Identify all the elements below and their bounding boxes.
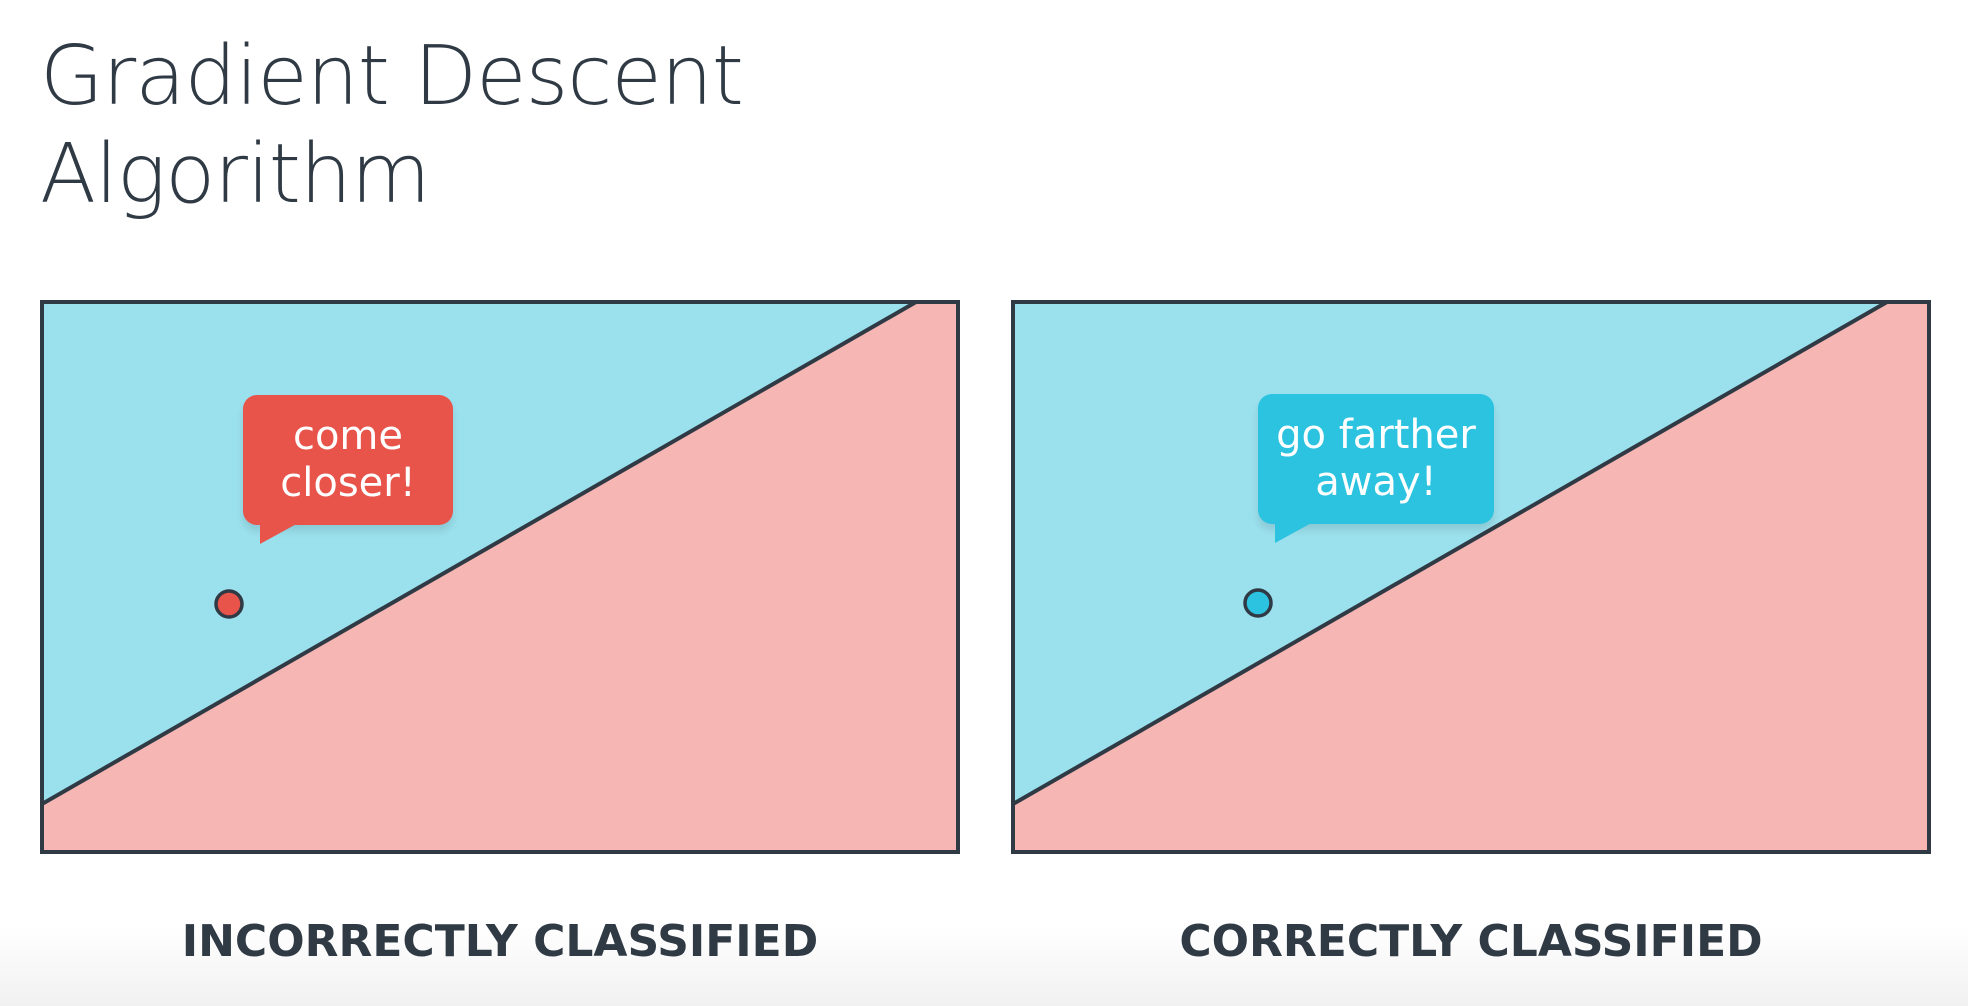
red-region-right: [1013, 302, 1929, 852]
bubble-text-line-2: away!: [1315, 459, 1437, 505]
caption-correctly-classified: CORRECTLY CLASSIFIED: [1179, 916, 1763, 967]
speech-bubble-come-closer: come closer!: [243, 395, 453, 525]
speech-bubble-tail-left: [260, 522, 300, 544]
boundary-line-left: [41, 300, 917, 806]
panel-incorrectly-classified: [40, 300, 960, 854]
panel-correctly-classified: [1011, 300, 1931, 854]
speech-bubble-tail-right: [1275, 521, 1315, 543]
caption-incorrectly-classified: INCORRECTLY CLASSIFIED: [181, 916, 819, 967]
misclassified-point: [214, 589, 244, 619]
red-region-left: [42, 302, 958, 852]
bubble-text-line-2: closer!: [280, 460, 416, 506]
panel-border-left: [40, 300, 960, 854]
boundary-line-right: [1012, 300, 1888, 806]
title-line-1: Gradient Descent: [40, 29, 744, 124]
speech-bubble-go-farther-away: go farther away!: [1258, 394, 1494, 524]
bubble-text-line-1: go farther: [1276, 412, 1476, 458]
bubble-text-line-1: come: [292, 413, 404, 459]
title-line-2: Algorithm: [40, 127, 431, 222]
page-title: Gradient Descent Algorithm: [40, 28, 744, 224]
correctly-classified-point: [1243, 588, 1273, 618]
panel-border-right: [1011, 300, 1931, 854]
